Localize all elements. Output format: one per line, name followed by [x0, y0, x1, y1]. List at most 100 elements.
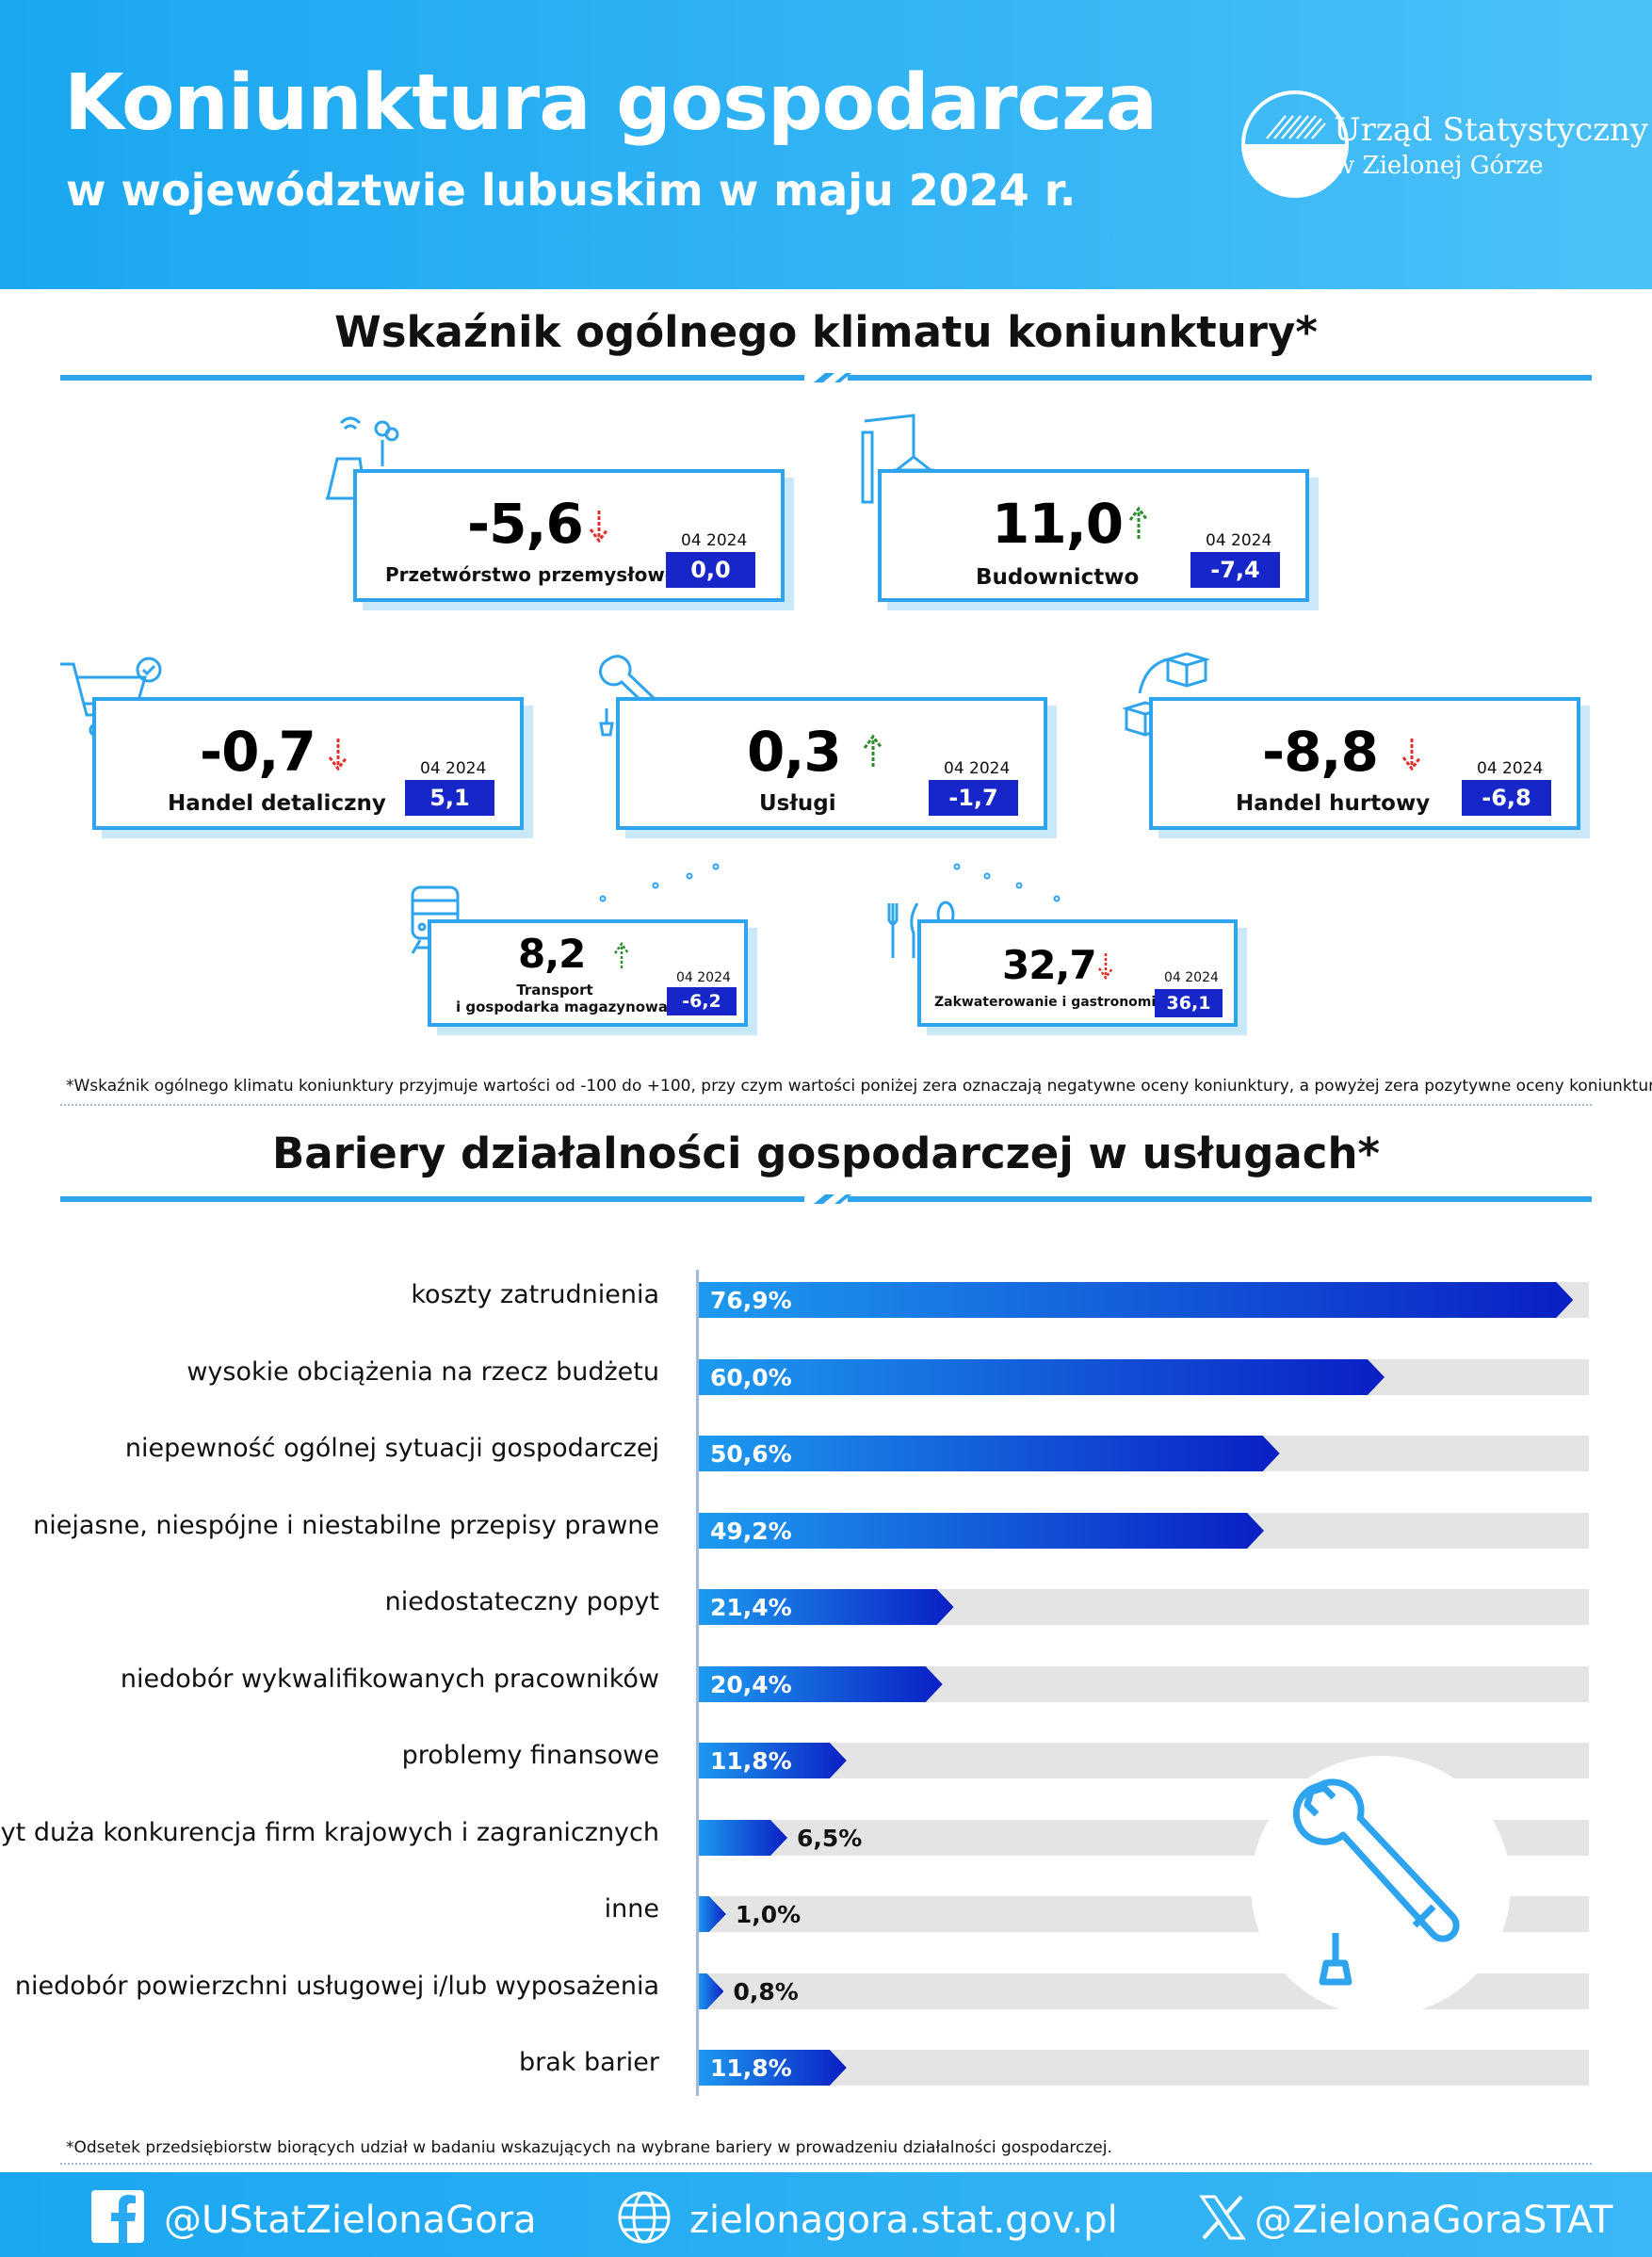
bar-value-label: 76,9% — [710, 1287, 792, 1314]
section-title-barriers: Bariery działalności gospodarczej w usłu… — [271, 1128, 1381, 1178]
bar-mark — [698, 1358, 1385, 1395]
bar-row: niepewność ogólnej sytuacji gospodarczej… — [0, 1428, 1652, 1475]
bar-value-label: 49,2% — [710, 1517, 792, 1545]
previous-value-badge: -6,2 — [667, 987, 737, 1015]
decorative-dots — [599, 863, 1061, 902]
footnote-climate: *Wskaźnik ogólnego klimatu koniunktury p… — [66, 1077, 1652, 1096]
bar-row: niejasne, niespójne i niestabilne przepi… — [0, 1505, 1652, 1552]
footnote-barriers: *Odsetek przedsiębiorstw biorących udzia… — [66, 2138, 1112, 2157]
indicator-value: -8,8 — [1262, 720, 1379, 784]
section-title-climate: Wskaźnik ogólnego klimatu koniunktury* — [334, 307, 1318, 357]
bar-mark — [698, 1282, 1574, 1318]
bar-category-label: inne — [604, 1894, 659, 1924]
previous-value-badge: 36,1 — [1155, 989, 1223, 1017]
indicator-label: Zakwaterowanie i gastronomia — [934, 995, 1165, 1010]
indicator-label: Transport i gospodarka magazynowa — [456, 982, 669, 1015]
indicator-value: 11,0 — [992, 492, 1124, 556]
indicator-value: -5,6 — [467, 492, 584, 556]
indicator-label: Budownictwo — [976, 565, 1140, 590]
indicator-card-services: 0,3 Usługi 04 2024 -1,7 — [616, 697, 1047, 830]
indicator-card-retail: -0,7 Handel detaliczny 04 2024 5,1 — [92, 697, 524, 830]
indicator-label: Handel detaliczny — [168, 791, 386, 816]
indicator-card-industry: -5,6 Przetwórstwo przemysłowe 04 2024 0,… — [353, 469, 785, 602]
bar-value-label: 11,8% — [710, 2054, 792, 2082]
indicator-label-line2: i gospodarka magazynowa — [456, 999, 669, 1015]
bar-mark — [698, 2050, 847, 2086]
bar-category-label: wysokie obciążenia na rzecz budżetu — [186, 1356, 659, 1387]
indicator-card-accommodation: 32,7 Zakwaterowanie i gastronomia 04 202… — [917, 919, 1238, 1027]
dotted-divider — [60, 1104, 1592, 1106]
bar-value-label: 20,4% — [710, 1670, 792, 1698]
previous-value-badge: -6,8 — [1462, 780, 1551, 816]
previous-value-badge: -7,4 — [1190, 552, 1280, 588]
bar-mark — [698, 1896, 726, 1932]
bar-category-label: niedobór powierzchni usługowej i/lub wyp… — [14, 1971, 659, 2001]
previous-period-label: 04 2024 — [1164, 970, 1219, 985]
bar-mark — [698, 1512, 1265, 1549]
wrench-watermark-icon — [1251, 1756, 1511, 2016]
bar-value-label: 11,8% — [710, 1747, 792, 1775]
bar-mark — [698, 1973, 724, 2009]
section-divider — [60, 1194, 1592, 1204]
x-link[interactable]: @ZielonaGoraSTAT — [1255, 2199, 1613, 2242]
globe-icon — [618, 2191, 671, 2244]
bar-category-label: niejasne, niespójne i niestabilne przepi… — [33, 1510, 659, 1540]
indicator-card-construction: 11,0 Budownictwo 04 2024 -7,4 — [878, 469, 1309, 602]
bar-mark — [698, 1589, 954, 1625]
previous-period-label: 04 2024 — [1477, 759, 1544, 778]
indicator-value: 8,2 — [518, 931, 586, 977]
bar-category-label: koszty zatrudnienia — [411, 1280, 659, 1309]
bar-category-label: brak barier — [518, 2048, 659, 2077]
bar-value-label: 21,4% — [710, 1594, 792, 1621]
bar-value-label: 50,6% — [710, 1440, 792, 1468]
bar-mark — [698, 1436, 1280, 1471]
previous-value-badge: 5,1 — [405, 780, 494, 816]
bar-value-label: 0,8% — [733, 1977, 799, 2005]
indicator-label: Usługi — [759, 791, 836, 816]
bar-row: brak barier 11,8% — [0, 2042, 1652, 2089]
previous-period-label: 04 2024 — [676, 970, 731, 985]
indicator-label: Handel hurtowy — [1236, 791, 1431, 816]
bar-mark — [698, 1665, 943, 1702]
bar-mark — [698, 1819, 788, 1856]
previous-period-label: 04 2024 — [944, 759, 1011, 778]
indicator-label: Przetwórstwo przemysłowe — [385, 563, 678, 586]
bar-category-label: zbyt duża konkurencja firm krajowych i z… — [0, 1817, 659, 1847]
bar-row: niedobór wykwalifikowanych pracowników 20… — [0, 1659, 1652, 1706]
trend-up-arrow-icon — [1128, 506, 1149, 539]
bar-category-label: niedobór wykwalifikowanych pracowników — [120, 1664, 659, 1694]
previous-value-badge: -1,7 — [929, 780, 1018, 816]
indicator-value: -0,7 — [200, 720, 316, 784]
bar-category-label: niepewność ogólnej sytuacji gospodarczej — [124, 1434, 659, 1463]
trend-up-arrow-icon — [863, 734, 883, 767]
indicator-value: 32,7 — [1002, 942, 1097, 988]
previous-period-label: 04 2024 — [681, 531, 748, 550]
header-banner: Koniunktura gospodarcza w województwie l… — [0, 0, 1652, 289]
footer-bar: @UStatZielonaGora zielonagora.stat.gov.p… — [0, 2172, 1652, 2257]
trend-down-arrow-icon — [328, 739, 348, 771]
indicator-card-transport: 8,2 Transport i gospodarka magazynowa 04… — [428, 919, 748, 1027]
x-logo-icon — [1199, 2195, 1246, 2240]
indicator-value: 0,3 — [747, 720, 842, 784]
previous-period-label: 04 2024 — [1206, 531, 1272, 550]
page-title: Koniunktura gospodarcza — [64, 58, 1158, 148]
bar-category-label: niedostateczny popyt — [384, 1587, 659, 1616]
bar-value-label: 60,0% — [710, 1363, 792, 1391]
page-subtitle: w województwie lubuskim w maju 2024 r. — [66, 165, 1077, 216]
bar-row: niedostateczny popyt 21,4% — [0, 1582, 1652, 1629]
facebook-link[interactable]: @UStatZielonaGora — [164, 2199, 537, 2242]
trend-up-arrow-icon — [613, 941, 630, 968]
section-divider — [60, 373, 1592, 382]
indicator-label-line1: Transport — [516, 982, 593, 999]
dotted-divider — [60, 2163, 1592, 2165]
statistics-office-logo-icon — [1241, 90, 1349, 198]
trend-down-arrow-icon — [1401, 739, 1422, 771]
bar-value-label: 6,5% — [797, 1824, 863, 1852]
bar-mark — [698, 1743, 847, 1778]
previous-value-badge: 0,0 — [666, 552, 755, 588]
website-link[interactable]: zielonagora.stat.gov.pl — [689, 2199, 1118, 2242]
facebook-icon — [91, 2190, 144, 2244]
previous-period-label: 04 2024 — [420, 759, 487, 778]
logo-subtitle: w Zielonej Górze — [1334, 152, 1544, 180]
bar-row: koszty zatrudnienia 76,9% — [0, 1275, 1652, 1322]
